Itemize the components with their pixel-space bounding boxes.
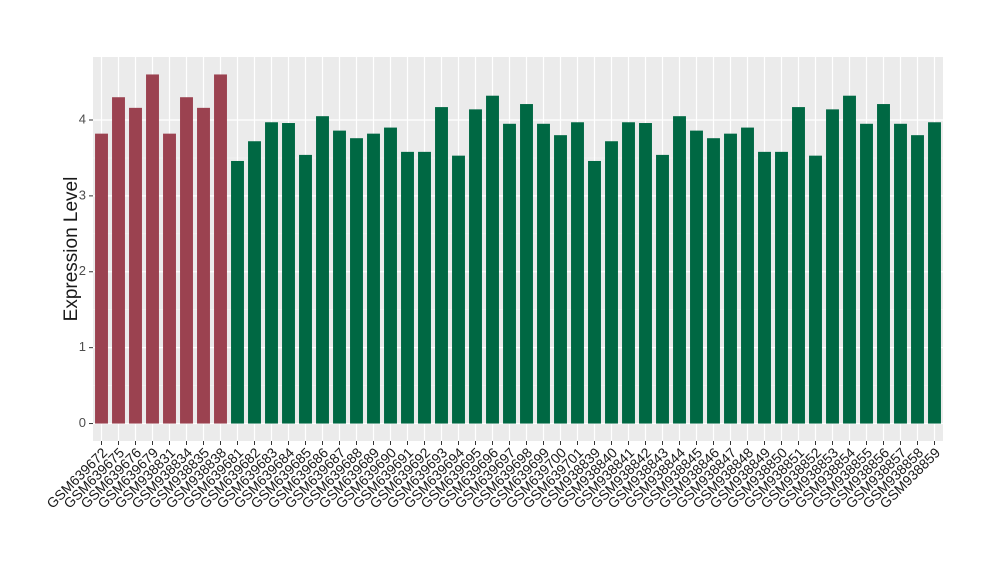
y-axis-label: Expression Level bbox=[61, 177, 82, 322]
bar bbox=[333, 130, 346, 424]
bar bbox=[180, 97, 193, 424]
bar bbox=[605, 141, 618, 424]
bar bbox=[265, 122, 278, 424]
bar bbox=[656, 154, 669, 424]
bar bbox=[299, 154, 312, 424]
y-tick-label: 2 bbox=[79, 263, 86, 278]
bar bbox=[469, 109, 482, 424]
bar bbox=[95, 133, 108, 424]
bar bbox=[928, 122, 941, 424]
bar bbox=[146, 74, 159, 424]
bar bbox=[894, 123, 907, 424]
bar bbox=[231, 160, 244, 424]
bar bbox=[214, 74, 227, 424]
bar bbox=[826, 109, 839, 424]
y-tick-label: 1 bbox=[79, 339, 86, 354]
bar bbox=[316, 116, 329, 424]
bar bbox=[639, 123, 652, 424]
bar bbox=[197, 107, 210, 424]
bar bbox=[622, 122, 635, 424]
bar bbox=[503, 123, 516, 424]
bar bbox=[129, 107, 142, 424]
bar bbox=[418, 151, 431, 424]
bar bbox=[520, 104, 533, 424]
bar bbox=[350, 138, 363, 424]
y-tick-label: 0 bbox=[79, 415, 86, 430]
bar bbox=[435, 107, 448, 424]
bar bbox=[809, 155, 822, 424]
bar bbox=[877, 104, 890, 424]
bar bbox=[367, 133, 380, 424]
bar bbox=[588, 160, 601, 424]
bar bbox=[163, 133, 176, 424]
bar bbox=[792, 107, 805, 424]
bar bbox=[112, 97, 125, 424]
bar bbox=[384, 127, 397, 424]
bar bbox=[248, 141, 261, 424]
bar bbox=[707, 138, 720, 424]
bar bbox=[401, 151, 414, 424]
bar bbox=[741, 127, 754, 424]
bar bbox=[724, 133, 737, 424]
bar bbox=[571, 122, 584, 424]
bar bbox=[452, 155, 465, 424]
bar bbox=[282, 123, 295, 424]
bar bbox=[775, 151, 788, 424]
bar bbox=[486, 95, 499, 424]
y-tick-label: 4 bbox=[79, 111, 86, 126]
bar bbox=[860, 123, 873, 424]
bar bbox=[673, 116, 686, 424]
bar bbox=[758, 151, 771, 424]
bar bbox=[911, 135, 924, 424]
bar bbox=[554, 135, 567, 424]
bar bbox=[690, 130, 703, 424]
bar bbox=[843, 95, 856, 424]
y-tick-label: 3 bbox=[79, 187, 86, 202]
bar bbox=[537, 123, 550, 424]
